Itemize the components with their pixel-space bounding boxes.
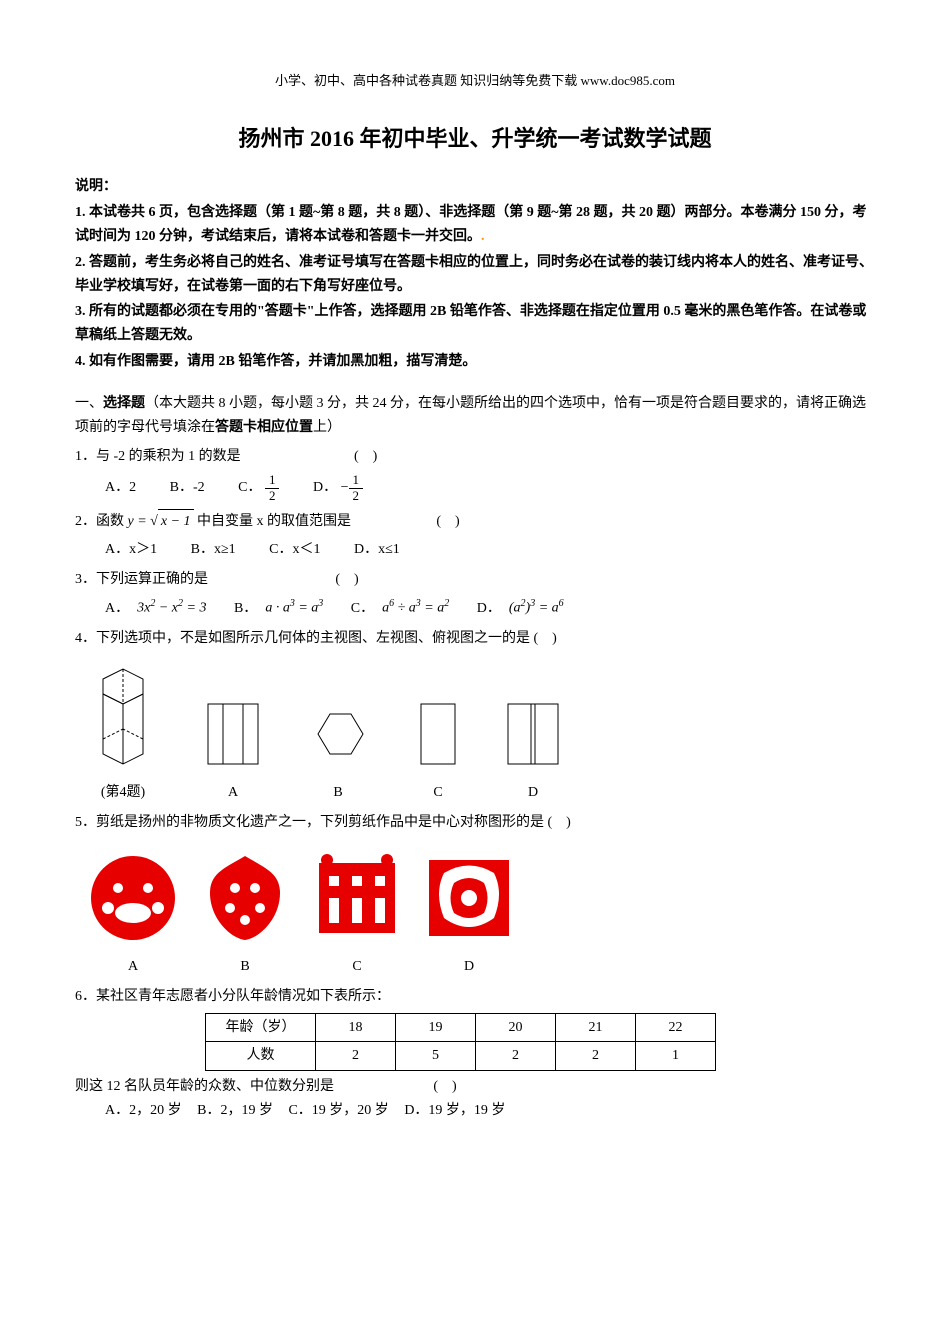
question-1: 1．与 -2 的乘积为 1 的数是 ( ) A．2 B．-2 C． 12 D． … — [75, 445, 875, 502]
papercut-a-icon — [83, 843, 183, 953]
q6-opt-c: C．19 岁，20 岁 — [288, 1099, 388, 1123]
q4-option-a: A — [203, 699, 263, 806]
q1-blank: ( ) — [353, 445, 379, 469]
q5-stem: 5．剪纸是扬州的非物质文化遗产之一，下列剪纸作品中是中心对称图形的是 ( ) — [75, 811, 875, 835]
q2-opt-d: D．x≤1 — [354, 538, 400, 562]
table-row: 年龄（岁） 18 19 20 21 22 — [206, 1013, 716, 1042]
q1-opt-d: D． −12 — [313, 473, 363, 503]
q1-opt-c: C． 12 — [238, 473, 279, 503]
instruction-4: 4. 如有作图需要，请用 2B 铅笔作答，并请加黑加粗，描写清楚。 — [75, 350, 875, 374]
q1-stem: 1．与 -2 的乘积为 1 的数是 — [75, 449, 241, 464]
instruction-3: 3. 所有的试题都必须在专用的"答题卡"上作答，选择题用 2B 铅笔作答、非选择… — [75, 300, 875, 348]
q5-cap-a: A — [83, 955, 183, 979]
q2-blank: ( ) — [435, 510, 461, 534]
section-intro: 一、选择题（本大题共 8 小题，每小题 3 分，共 24 分，在每小题所给出的四… — [75, 392, 875, 440]
q5-cap-d: D — [419, 955, 519, 979]
rect-center-line-icon — [503, 699, 563, 769]
papercut-d-icon — [419, 843, 519, 953]
q4-figure-main: (第4题) — [83, 659, 163, 806]
q3-opt-c: C．a6 ÷ a3 = a2 — [351, 595, 449, 620]
q4-stem: 4．下列选项中，不是如图所示几何体的主视图、左视图、俯视图之一的是 ( ) — [75, 627, 875, 651]
q1-opt-b: B．-2 — [170, 476, 205, 500]
question-5: 5．剪纸是扬州的非物质文化遗产之一，下列剪纸作品中是中心对称图形的是 ( ) — [75, 811, 875, 979]
q2-opt-a: A．x＞1 — [105, 538, 157, 562]
question-2: 2．函数 y = √x − 1 中自变量 x 的取值范围是 ( ) A．x＞1 … — [75, 509, 875, 562]
q2-opt-c: C．x＜1 — [269, 538, 320, 562]
q3-blank: ( ) — [334, 568, 360, 592]
q3-stem: 3．下列运算正确的是 — [75, 572, 208, 587]
q6-blank: ( ) — [432, 1075, 458, 1099]
instruction-2: 2. 答题前，考生务必将自己的姓名、准考证号填写在答题卡相应的位置上，同时务必在… — [75, 251, 875, 299]
table-row: 人数 2 5 2 2 1 — [206, 1042, 716, 1071]
q6-after-table: 则这 12 名队员年龄的众数、中位数分别是 — [75, 1079, 334, 1094]
question-6: 6．某社区青年志愿者小分队年龄情况如下表所示： 年龄（岁） 18 19 20 2… — [75, 985, 875, 1123]
q2-opt-b: B．x≥1 — [191, 538, 236, 562]
q4-option-b: B — [303, 699, 373, 806]
rect-icon — [413, 699, 463, 769]
q3-opt-b: B．a · a3 = a3 — [234, 595, 323, 620]
papercut-b-icon — [195, 843, 295, 953]
q1-opt-a: A．2 — [105, 476, 136, 500]
q6-opt-a: A．2，20 岁 — [105, 1099, 182, 1123]
q6-opt-d: D．19 岁，19 岁 — [404, 1099, 505, 1123]
q5-captions: A B C D — [75, 955, 875, 979]
exam-title: 扬州市 2016 年初中毕业、升学统一考试数学试题 — [75, 120, 875, 157]
hexagon-icon — [303, 699, 373, 769]
q3-opt-d: D．(a2)3 = a6 — [477, 595, 564, 620]
q6-opt-b: B．2，19 岁 — [197, 1099, 273, 1123]
instructions: 说明： 1. 本试卷共 6 页，包含选择题（第 1 题~第 8 题，共 8 题）… — [75, 175, 875, 373]
instructions-head: 说明： — [75, 175, 875, 199]
papercut-c-icon — [307, 843, 407, 953]
q2-stem-pre: 2．函数 — [75, 514, 128, 529]
q6-stem: 6．某社区青年志愿者小分队年龄情况如下表所示： — [75, 985, 875, 1009]
question-3: 3．下列运算正确的是 ( ) A．3x2 − x2 = 3 B．a · a3 =… — [75, 568, 875, 621]
rect-with-lines-icon — [203, 699, 263, 769]
instruction-1: 1. 本试卷共 6 页，包含选择题（第 1 题~第 8 题，共 8 题）、非选择… — [75, 201, 875, 249]
q2-stem-post: 中自变量 x 的取值范围是 — [197, 514, 351, 529]
question-4: 4．下列选项中，不是如图所示几何体的主视图、左视图、俯视图之一的是 ( ) (第… — [75, 627, 875, 805]
q4-option-c: C — [413, 699, 463, 806]
top-note: 小学、初中、高中各种试卷真题 知识归纳等免费下载 www.doc985.com — [75, 70, 875, 92]
q3-opt-a: A．3x2 − x2 = 3 — [105, 595, 206, 620]
q5-cap-b: B — [195, 955, 295, 979]
hexagonal-prism-icon — [83, 659, 163, 769]
q6-table: 年龄（岁） 18 19 20 21 22 人数 2 5 2 2 1 — [205, 1013, 716, 1072]
q5-cap-c: C — [307, 955, 407, 979]
q4-option-d: D — [503, 699, 563, 806]
